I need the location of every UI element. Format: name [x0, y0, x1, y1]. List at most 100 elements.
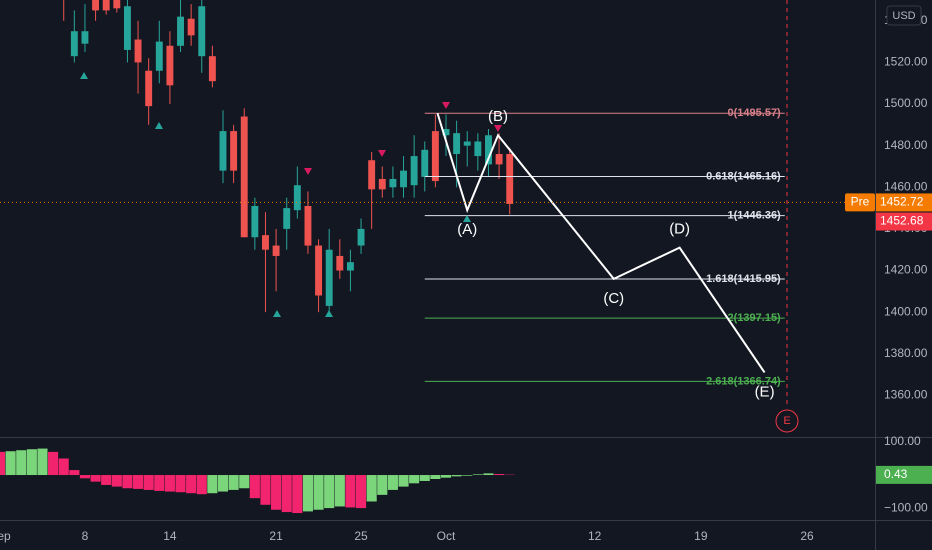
candle-body[interactable]	[177, 16, 184, 46]
candle-body[interactable]	[251, 206, 259, 238]
x-tick-label: 21	[269, 529, 283, 543]
candle-body[interactable]	[145, 70, 153, 107]
wave-label: (A)	[457, 221, 477, 238]
candle-body[interactable]	[134, 39, 142, 63]
x-tick-label: 12	[588, 529, 602, 543]
candle-body[interactable]	[272, 245, 280, 256]
up-signal	[155, 122, 163, 129]
oscillator-bar	[207, 475, 218, 494]
oscillator-value-label: 0.43	[884, 467, 908, 481]
x-tick-label: 14	[163, 529, 177, 543]
candle-body[interactable]	[123, 6, 131, 50]
x-tick-label: 19	[694, 529, 708, 543]
oscillator-bar	[16, 450, 27, 476]
oscillator-bar	[324, 475, 335, 509]
oscillator-bar	[186, 475, 197, 494]
currency-button[interactable]	[886, 5, 922, 26]
candle-body[interactable]	[283, 208, 291, 229]
oscillator-bar	[398, 475, 409, 487]
candle-body[interactable]	[485, 135, 492, 165]
candle-body[interactable]	[198, 6, 206, 57]
down-signal	[304, 168, 312, 175]
y-tick-label: 1360.00	[884, 388, 928, 402]
wave-pattern	[436, 112, 766, 374]
oscillator-bar	[0, 451, 6, 476]
oscillator-bar	[48, 451, 59, 476]
candle-body[interactable]	[70, 31, 78, 57]
wave-label: (D)	[669, 221, 690, 238]
wave-label: (E)	[755, 383, 775, 400]
price-pane: 0(1495.57) 0.618(1465.16) 1(1446.36) 1.618(…	[0, 0, 875, 400]
oscillator-bar	[249, 475, 260, 499]
oscillator-bar	[334, 475, 345, 507]
candle-body[interactable]	[304, 206, 312, 246]
oscillator-bar	[5, 451, 16, 476]
candle-body[interactable]	[368, 160, 376, 190]
candle-body[interactable]	[187, 18, 195, 36]
candle-body[interactable]	[113, 0, 121, 9]
oscillator-bar	[409, 475, 420, 484]
signal-markers	[80, 72, 502, 317]
oscillator-bar	[90, 475, 101, 482]
y-tick-label: 100.00	[884, 434, 921, 448]
candle-body[interactable]	[357, 228, 365, 246]
oscillator-bar	[196, 475, 207, 495]
candle-body[interactable]	[208, 56, 216, 82]
candle-body[interactable]	[315, 245, 323, 296]
pre-price-label: 1452.72	[880, 195, 924, 209]
y-tick-label: 1460.00	[884, 179, 928, 193]
event-marker[interactable]	[775, 409, 799, 433]
candle-body[interactable]	[346, 262, 354, 271]
oscillator-bar	[462, 475, 473, 476]
candle-body[interactable]	[219, 131, 227, 171]
candle-body[interactable]	[155, 41, 163, 71]
candle-body[interactable]	[230, 131, 238, 171]
oscillator-bar	[281, 475, 292, 513]
candle-body[interactable]	[262, 235, 269, 250]
y-tick-label: 1500.00	[884, 96, 928, 110]
candle-body[interactable]	[389, 178, 397, 188]
down-signal	[378, 150, 386, 157]
candle-body[interactable]	[495, 153, 503, 165]
oscillator-bar	[302, 475, 314, 512]
down-signal	[442, 102, 450, 109]
x-tick-label: 26	[800, 529, 814, 543]
up-signal	[325, 310, 333, 317]
candle-body[interactable]	[463, 141, 471, 146]
candle-body[interactable]	[336, 255, 344, 271]
oscillator-bar	[164, 475, 175, 492]
oscillator-bar	[143, 475, 154, 490]
oscillator-bar	[355, 475, 367, 509]
candle-body[interactable]	[421, 149, 429, 177]
oscillator-bar	[239, 475, 250, 489]
candle-body[interactable]	[81, 31, 89, 44]
oscillator-bar	[132, 475, 144, 489]
candle-body[interactable]	[92, 0, 100, 11]
candle-body[interactable]	[453, 133, 461, 154]
candle-body[interactable]	[400, 170, 407, 188]
candle-body[interactable]	[293, 185, 301, 211]
currency-label: USD	[892, 10, 915, 22]
oscillator-bar	[494, 474, 505, 476]
candle-body[interactable]	[506, 153, 514, 204]
wave-label: (C)	[603, 290, 624, 307]
candle-body[interactable]	[378, 178, 386, 190]
pre-tag	[845, 193, 875, 212]
candle-body[interactable]	[474, 141, 482, 157]
fib-label: 1.618(1415.95)	[706, 273, 781, 285]
oscillator-bar	[58, 458, 69, 476]
candle-body[interactable]	[442, 129, 450, 136]
oscillator-bar	[122, 475, 133, 489]
candle-body[interactable]	[240, 116, 248, 238]
candle-body[interactable]	[325, 249, 333, 306]
candle-body[interactable]	[102, 0, 110, 11]
candle-body[interactable]	[166, 45, 174, 86]
oscillator-bar	[430, 475, 441, 479]
y-tick-label: 1480.00	[884, 138, 928, 152]
oscillator-bar	[377, 475, 388, 495]
candle-body[interactable]	[431, 131, 439, 182]
oscillator-bar	[271, 475, 282, 510]
candle-body[interactable]	[410, 156, 418, 186]
